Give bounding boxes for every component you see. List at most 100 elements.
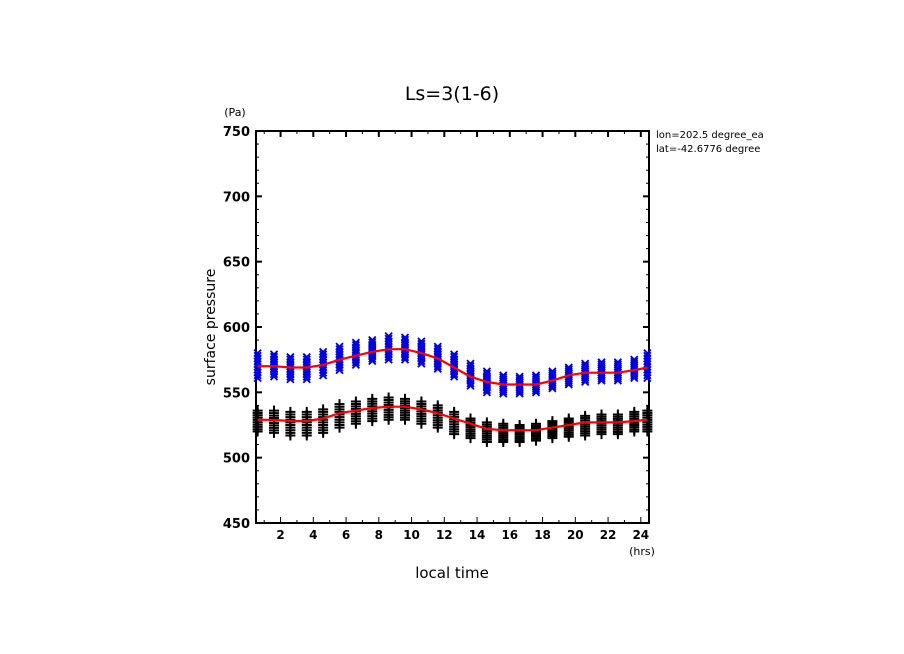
x-marker <box>613 360 623 369</box>
plus-marker <box>252 405 263 416</box>
plus-marker <box>531 418 542 429</box>
x-marker <box>253 348 262 358</box>
x-tick-label: 10 <box>403 528 420 542</box>
x-marker <box>597 358 606 367</box>
y-tick-label: 650 <box>223 256 250 271</box>
x-marker <box>269 350 279 359</box>
x-marker <box>335 345 344 354</box>
plus-marker <box>318 404 329 415</box>
x-tick-label: 22 <box>600 528 617 542</box>
y-tick-label: 600 <box>223 321 250 336</box>
plus-marker <box>367 393 378 404</box>
x-marker <box>286 352 295 362</box>
plus-marker <box>269 405 280 416</box>
x-marker <box>384 334 393 343</box>
x-marker <box>581 359 590 368</box>
x-marker <box>597 360 606 369</box>
x-tick-label: 20 <box>567 528 584 542</box>
x-marker <box>581 361 590 370</box>
x-marker <box>351 338 361 347</box>
chart-title: Ls=3(1-6) <box>405 83 499 105</box>
x-marker <box>515 372 524 381</box>
x-marker <box>531 373 541 382</box>
x-marker <box>286 355 295 364</box>
x-marker <box>564 365 573 374</box>
x-marker <box>351 341 361 350</box>
plus-marker <box>334 399 345 410</box>
x-marker <box>417 339 426 348</box>
x-marker <box>531 371 541 380</box>
plus-marker <box>596 409 607 420</box>
x-marker <box>630 355 639 364</box>
plus-marker <box>416 396 427 407</box>
x-marker <box>643 351 652 361</box>
plus-marker <box>514 420 525 430</box>
plus-marker <box>301 406 312 417</box>
x-marker <box>499 373 508 382</box>
x-marker <box>499 371 508 380</box>
x-marker <box>482 367 492 376</box>
plus-marker <box>465 413 476 424</box>
plus-marker <box>642 405 653 416</box>
x-marker <box>384 332 393 341</box>
mean-line-blue-series <box>257 348 648 386</box>
x-marker <box>335 342 344 351</box>
x-marker <box>433 344 442 354</box>
x-marker <box>548 369 557 378</box>
plus-marker <box>481 417 492 428</box>
x-tick-label: 8 <box>375 528 383 542</box>
x-marker <box>450 352 459 362</box>
x-tick-label: 2 <box>276 528 284 542</box>
plus-marker <box>449 406 460 417</box>
plus-marker <box>629 406 640 417</box>
x-marker <box>450 350 459 359</box>
x-tick-label: 16 <box>501 528 518 542</box>
plus-marker <box>383 392 394 403</box>
y-axis-label: surface pressure <box>203 269 219 386</box>
x-marker <box>515 374 524 383</box>
x-marker <box>466 361 475 371</box>
x-marker <box>319 350 328 359</box>
plus-marker <box>498 418 509 429</box>
y-tick-label: 450 <box>223 517 250 532</box>
x-marker <box>368 335 377 345</box>
plus-marker <box>285 406 296 417</box>
annotation-lon: lon=202.5 degree_ea <box>656 130 764 141</box>
y-unit-label: (Pa) <box>224 106 245 119</box>
x-tick-label: 4 <box>309 528 317 542</box>
mean-line-black-series <box>257 405 648 432</box>
y-tick-label: 750 <box>223 125 250 140</box>
x-tick-label: 6 <box>342 528 350 542</box>
x-marker <box>548 367 557 376</box>
x-marker <box>643 348 652 358</box>
x-marker <box>417 337 426 346</box>
x-unit-label: (hrs) <box>629 545 655 558</box>
x-marker <box>302 355 311 364</box>
x-tick-label: 18 <box>534 528 551 542</box>
x-marker <box>564 363 573 372</box>
plus-marker <box>400 393 411 404</box>
x-marker <box>433 342 442 351</box>
plus-marker <box>350 396 361 407</box>
x-marker <box>319 347 328 356</box>
data-marks <box>252 332 653 447</box>
x-marker <box>269 352 279 362</box>
x-marker <box>630 357 639 366</box>
x-tick-label: 24 <box>632 528 649 542</box>
x-marker <box>368 338 377 347</box>
y-tick-label: 550 <box>223 386 250 401</box>
mean-lines <box>257 348 648 432</box>
x-marker <box>466 359 475 368</box>
x-tick-label: 14 <box>469 528 486 542</box>
plot-frame <box>255 130 650 524</box>
x-marker <box>482 369 492 378</box>
x-marker <box>613 358 623 367</box>
x-marker <box>400 333 410 342</box>
plus-marker <box>547 416 558 427</box>
plus-marker <box>563 413 574 424</box>
x-marker <box>253 351 262 361</box>
x-marker <box>400 335 410 345</box>
y-tick-label: 500 <box>223 452 250 467</box>
plus-marker <box>432 400 443 411</box>
